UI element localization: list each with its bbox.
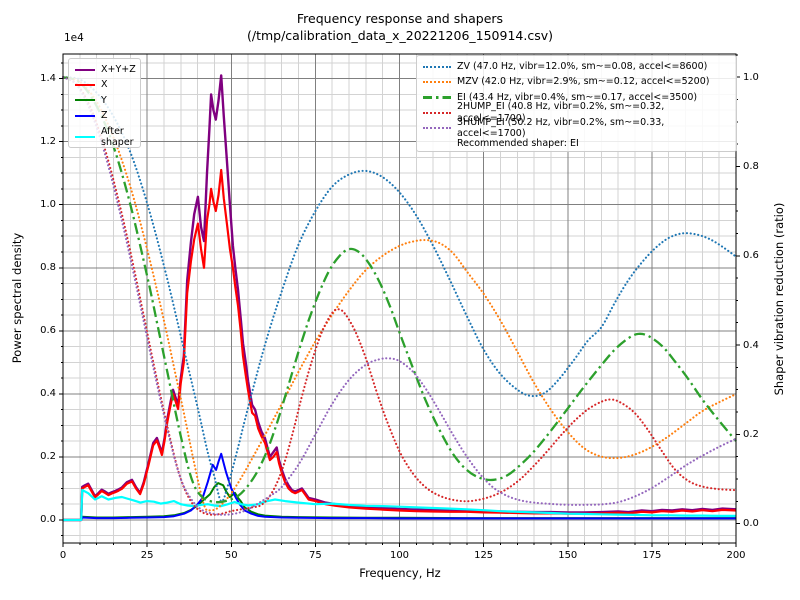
y-right-tick-label: 0.8 xyxy=(743,160,759,172)
legend-item-zv: ZV (47.0 Hz, vibr=12.0%, sm~=0.08, accel… xyxy=(423,59,730,74)
legend-item-ei: EI (43.4 Hz, vibr=0.4%, sm~=0.17, accel<… xyxy=(423,90,730,105)
legend-line-sample-solid xyxy=(75,68,95,71)
legend-item-x+y+z: X+Y+Z xyxy=(75,62,136,77)
psd-curve-x xyxy=(63,168,737,522)
y-axis-offset-text: 1e4 xyxy=(64,32,84,44)
legend-item-z: Z xyxy=(75,108,134,123)
legend-line-sample-dashdot xyxy=(423,96,451,99)
legend-item-2hump_ei: 2HUMP_EI (40.8 Hz, vibr=0.2%, sm~=0.32, … xyxy=(423,101,730,124)
x-tick-label: 150 xyxy=(558,550,578,561)
curves-layer xyxy=(62,74,737,522)
psd-curve-z xyxy=(63,452,736,521)
legend-item-label: MZV (42.0 Hz, vibr=2.9%, sm~=0.12, accel… xyxy=(457,76,710,88)
legend-line-sample-solid xyxy=(75,84,95,87)
legend-line-sample-dotted xyxy=(423,111,451,114)
legend-item-mzv: MZV (42.0 Hz, vibr=2.9%, sm~=0.12, accel… xyxy=(423,74,730,89)
chart-title-block: Frequency response and shapers (/tmp/cal… xyxy=(0,10,800,44)
legend-item-label: 3HUMP_EI (50.2 Hz, vibr=0.2%, sm~=0.33, … xyxy=(457,116,665,140)
chart-title: Frequency response and shapers xyxy=(296,11,504,26)
legend-item-x: X xyxy=(75,77,134,92)
y-left-tick-label: 0.0 xyxy=(40,514,56,526)
legend-line-sample-solid xyxy=(75,114,95,117)
shaper-curve-mzv xyxy=(62,76,737,512)
x-tick-label: 100 xyxy=(389,550,410,561)
legend-item-label: EI (43.4 Hz, vibr=0.4%, sm~=0.17, accel<… xyxy=(457,91,698,103)
chart-subtitle: (/tmp/calibration_data_x_20221206_150914… xyxy=(247,28,553,43)
legend-item-label: Y xyxy=(101,94,107,106)
x-tick-label: 200 xyxy=(726,550,746,561)
shaper-curve-3hump_ei xyxy=(62,76,737,516)
legend-shapers: ZV (47.0 Hz, vibr=12.0%, sm~=0.08, accel… xyxy=(416,55,737,152)
y-right-tick-label: 0.4 xyxy=(743,339,759,351)
axes-frame xyxy=(59,53,740,547)
legend-item-label: ZV (47.0 Hz, vibr=12.0%, sm~=0.08, accel… xyxy=(457,60,708,72)
y-right-tick-label: 1.0 xyxy=(743,71,759,83)
shaper-curve-zv xyxy=(62,76,737,503)
y-right-axis-label: Shaper vibration reduction (ratio) xyxy=(772,202,786,396)
legend-recommended-note: Recommended shaper: EI xyxy=(457,138,579,150)
y-left-tick-label: 1.0 xyxy=(40,199,56,211)
x-axis-label: Frequency, Hz xyxy=(359,566,441,580)
y-left-tick-label: 0.8 xyxy=(40,262,56,274)
y-left-tick-label: 0.6 xyxy=(40,325,56,337)
x-tick-label: 50 xyxy=(224,550,238,561)
shaper-curve-2hump_ei xyxy=(62,76,737,516)
legend-item-label: Z xyxy=(101,110,108,122)
legend-psd: X+Y+Z X Y Z After shaper xyxy=(68,58,141,148)
legend-item-label: After shaper xyxy=(101,125,134,149)
y-right-tick-label: 0.2 xyxy=(743,428,759,440)
legend-line-sample-dotted xyxy=(423,81,451,84)
x-tick-label: 175 xyxy=(642,550,662,561)
legend-item-3hump_ei: 3HUMP_EI (50.2 Hz, vibr=0.2%, sm~=0.33, … xyxy=(423,117,730,139)
y-left-tick-label: 0.4 xyxy=(40,388,56,400)
legend-item-after: After shaper xyxy=(75,124,134,151)
legend-item-y: Y xyxy=(75,93,134,108)
legend-item-label: X+Y+Z xyxy=(101,63,136,75)
legend-line-sample-dotted xyxy=(423,127,451,130)
y-left-axis-label: Power spectral density xyxy=(10,232,24,364)
legend-item-label: X xyxy=(101,79,108,91)
x-tick-label: 0 xyxy=(59,550,67,561)
x-tick-label: 75 xyxy=(309,550,322,561)
legend-line-sample-dotted xyxy=(423,65,451,68)
legend-line-sample-solid xyxy=(75,99,95,102)
shaper-curve-ei xyxy=(62,76,737,504)
y-left-tick-label: 0.2 xyxy=(40,451,56,463)
x-tick-label: 125 xyxy=(474,550,494,561)
y-right-tick-label: 0.6 xyxy=(743,250,759,262)
y-left-tick-label: 1.2 xyxy=(40,136,56,148)
y-right-tick-label: 0.0 xyxy=(743,518,759,530)
legend-item-label: 2HUMP_EI (40.8 Hz, vibr=0.2%, sm~=0.32, … xyxy=(457,101,665,124)
legend-line-sample-solid xyxy=(75,136,95,139)
y-left-tick-label: 1.4 xyxy=(40,73,56,85)
x-tick-label: 25 xyxy=(140,550,154,561)
